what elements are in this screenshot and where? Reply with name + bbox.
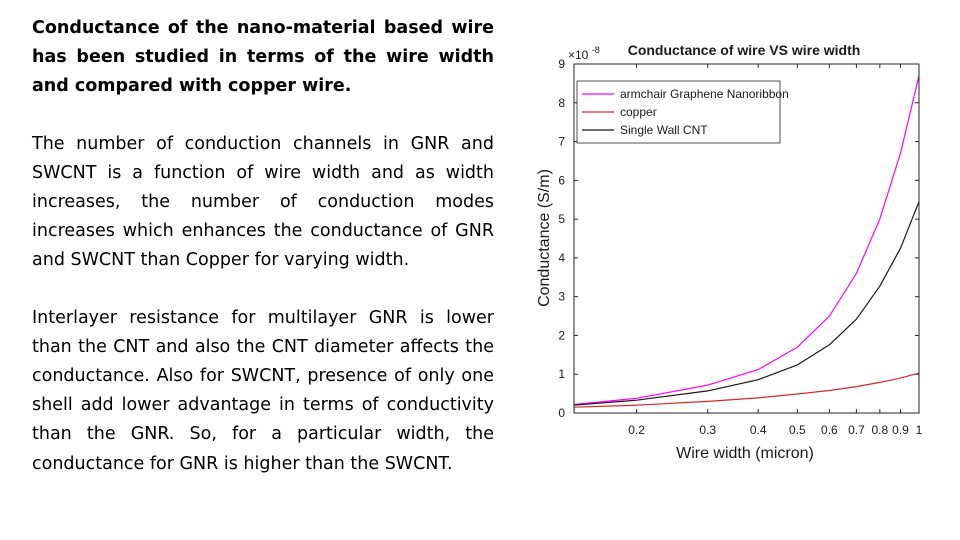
y-tick-label: 2 <box>558 328 565 342</box>
y-tick-label: 3 <box>558 290 565 304</box>
y-tick-label: 0 <box>558 406 565 420</box>
paragraph-interlayer-resistance: Interlayer resistance for multilayer GNR… <box>32 307 494 474</box>
y-tick-label: 6 <box>558 173 565 187</box>
x-tick-label: 0.2 <box>628 423 645 437</box>
x-tick-label: 0.4 <box>750 423 767 437</box>
legend-label-copper: copper <box>620 105 657 119</box>
series-lines <box>573 75 920 408</box>
x-tick-label: 0.9 <box>892 423 909 437</box>
x-tick-label: 0.7 <box>848 423 865 437</box>
y-tick-label: 1 <box>558 367 565 381</box>
x-tick-label: 0.5 <box>789 423 806 437</box>
y-axis-label: Conductance (S/m) <box>536 169 553 307</box>
legend: armchair Graphene Nanoribbon copper Sing… <box>576 80 789 144</box>
series-line-copper <box>573 372 920 408</box>
y-tick-label: 8 <box>558 96 565 110</box>
x-tick-label: 0.3 <box>699 423 716 437</box>
y-tick-label: 9 <box>558 57 565 71</box>
x-tick-label: 1 <box>916 423 923 437</box>
y-multiplier-exponent: -8 <box>592 45 600 55</box>
y-multiplier-label: ×10 -8 <box>568 45 600 62</box>
x-tick-label: 0.8 <box>872 423 889 437</box>
y-tick-label: 7 <box>558 135 565 149</box>
plot-frame <box>573 63 920 414</box>
series-line-gnr <box>573 75 920 406</box>
series-line-swcnt <box>573 201 920 406</box>
chart-title: Conductance of wire VS wire width <box>628 42 861 58</box>
text-column: Conductance of the nano-material based w… <box>32 14 494 479</box>
legend-label-gnr: armchair Graphene Nanoribbon <box>620 87 789 101</box>
y-tick-label: 5 <box>558 212 565 226</box>
axis-ticks: 0 1 2 3 4 5 6 7 8 9 0.2 0.3 0.4 0.5 0.6 0.7 0.8 0.9 1 <box>558 57 922 437</box>
y-multiplier-base: ×10 <box>568 48 589 62</box>
y-tick-label: 4 <box>558 251 565 265</box>
paragraph-intro: Conductance of the nano-material based w… <box>32 18 494 97</box>
x-axis-label: Wire width (micron) <box>676 445 814 462</box>
legend-label-swcnt: Single Wall CNT <box>620 123 708 137</box>
paragraph-conduction-channels: The number of conduction channels in GNR… <box>32 133 494 271</box>
x-tick-label: 0.6 <box>821 423 838 437</box>
